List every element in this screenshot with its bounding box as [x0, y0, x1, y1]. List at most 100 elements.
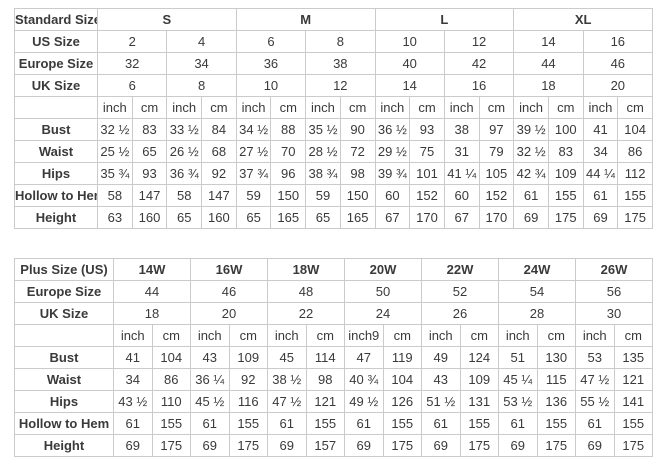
measure-value: 155	[613, 412, 653, 435]
measure-value: 45	[267, 346, 307, 369]
size-group-header: M	[235, 8, 376, 31]
size-value: 44	[513, 52, 584, 75]
unit-label: inch	[513, 96, 549, 119]
unit-row-spacer	[14, 96, 98, 119]
measure-value: 170	[409, 206, 445, 229]
measure-value: 116	[228, 390, 268, 413]
size-value: 40	[374, 52, 445, 75]
measure-row: Height 63 160 65 160 65 165 65 165 67 170 67 170 69 17…	[14, 206, 653, 229]
measure-value: 53 ½	[498, 390, 538, 413]
row-label: Europe Size	[14, 52, 98, 75]
row-label: Waist	[14, 368, 114, 391]
unit-label: inch	[190, 324, 230, 347]
measure-value: 47 ½	[267, 390, 307, 413]
row-label: Waist	[14, 140, 98, 163]
size-value: 14	[374, 74, 445, 97]
measure-value: 93	[409, 118, 445, 141]
size-value: 34	[166, 52, 237, 75]
measure-value: 92	[228, 368, 268, 391]
measure-value: 55 ½	[575, 390, 615, 413]
measure-value: 109	[459, 368, 499, 391]
unit-row: inch cm inch cm inch cm inch cm inch cm inch cm inch…	[14, 96, 653, 119]
size-row: US Size 2 4 6 8 10 12 14 16	[14, 30, 654, 53]
measure-value: 36 ¾	[166, 162, 203, 185]
measure-value: 41	[582, 118, 619, 141]
measure-value: 141	[613, 390, 653, 413]
measure-value: 49 ½	[344, 390, 384, 413]
measure-value: 69	[267, 434, 307, 457]
measure-value: 69	[498, 434, 538, 457]
size-value: 46	[190, 280, 268, 303]
standard-size-table: Standard Size S M L XL US Size 2 4 6 8 10 12 14 16 Eur…	[14, 8, 654, 229]
size-group-header: L	[374, 8, 515, 31]
measure-value: 155	[382, 412, 422, 435]
measure-value: 47 ½	[575, 368, 615, 391]
measure-value: 150	[270, 184, 307, 207]
unit-label: cm	[151, 324, 191, 347]
measure-value: 33 ½	[166, 118, 203, 141]
size-value: 20	[582, 74, 654, 97]
measure-value: 90	[339, 118, 376, 141]
measure-value: 32 ½	[513, 140, 549, 163]
measure-value: 175	[613, 434, 653, 457]
measure-value: 26 ½	[166, 140, 203, 163]
size-value: 8	[305, 30, 376, 53]
row-label: UK Size	[14, 74, 98, 97]
unit-label: cm	[339, 96, 376, 119]
measure-row: Height 69 175 69 175 69 157 69 175 69 175 69 175 69 17…	[14, 434, 653, 457]
unit-row: inch cm inch cm inch cm inch9 cm inch cm inch cm inc…	[14, 324, 653, 347]
measure-value: 69	[575, 434, 615, 457]
measure-value: 150	[339, 184, 376, 207]
measure-value: 69	[513, 206, 549, 229]
measure-value: 96	[270, 162, 307, 185]
measure-value: 84	[201, 118, 237, 141]
unit-label: cm	[228, 324, 268, 347]
size-value: 50	[344, 280, 422, 303]
unit-label: inch	[582, 96, 619, 119]
table-title: Plus Size (US)	[14, 258, 114, 281]
size-group-header: XL	[513, 8, 653, 31]
measure-value: 126	[382, 390, 422, 413]
measure-row: Bust 32 ½ 83 33 ½ 84 34 ½ 88 35 ½ 90 36 ½ 93 38 97 39…	[14, 118, 653, 141]
measure-value: 175	[547, 206, 584, 229]
measure-value: 160	[131, 206, 168, 229]
size-value: 56	[575, 280, 653, 303]
measure-value: 28 ½	[305, 140, 341, 163]
measure-value: 37 ¾	[235, 162, 272, 185]
size-value: 36	[235, 52, 307, 75]
size-value: 12	[443, 30, 515, 53]
size-value: 10	[235, 74, 307, 97]
row-label: Bust	[14, 118, 98, 141]
measure-value: 155	[151, 412, 191, 435]
measure-value: 155	[459, 412, 499, 435]
unit-label: inch	[97, 96, 133, 119]
measure-value: 155	[547, 184, 584, 207]
measure-value: 36 ½	[374, 118, 411, 141]
measure-value: 79	[478, 140, 515, 163]
unit-label: inch	[305, 96, 341, 119]
size-value: 18	[113, 302, 191, 325]
unit-label: cm	[613, 324, 653, 347]
measure-row: Hollow to Hem 58 147 58 147 59 150 59 150 60 152 60…	[14, 184, 653, 207]
measure-value: 65	[131, 140, 168, 163]
measure-value: 34	[582, 140, 619, 163]
unit-label: cm	[478, 96, 515, 119]
measure-value: 51 ½	[421, 390, 461, 413]
size-value: 24	[344, 302, 422, 325]
measure-value: 131	[459, 390, 499, 413]
size-value: 10	[374, 30, 445, 53]
row-label: Hips	[14, 390, 114, 413]
measure-value: 40 ¾	[344, 368, 384, 391]
size-group-header-row: Standard Size S M L XL	[14, 8, 653, 31]
unit-label: inch9	[344, 324, 384, 347]
row-label: US Size	[14, 30, 98, 53]
measure-value: 72	[339, 140, 376, 163]
measure-value: 98	[305, 368, 345, 391]
measure-value: 112	[617, 162, 653, 185]
size-group-header: S	[97, 8, 237, 31]
measure-value: 88	[270, 118, 307, 141]
measure-value: 61	[344, 412, 384, 435]
measure-value: 124	[459, 346, 499, 369]
